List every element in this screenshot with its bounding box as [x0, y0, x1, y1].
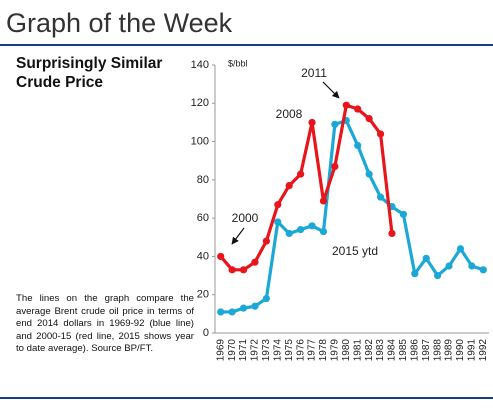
- x-tick-label: 1985: [398, 339, 409, 362]
- point: [376, 130, 385, 138]
- y-tick-label: 20: [197, 289, 209, 301]
- x-tick-label: 1974: [272, 339, 283, 362]
- arrow: [322, 81, 340, 99]
- point: [445, 262, 453, 270]
- point: [468, 262, 476, 270]
- x-tick-label: 1981: [352, 339, 363, 362]
- point: [319, 227, 328, 236]
- x-tick-label: 1980: [341, 339, 352, 362]
- y-tick-label: 40: [197, 250, 209, 262]
- y-tick-label: 60: [197, 212, 209, 224]
- annotation: 2000: [232, 211, 259, 225]
- y-tick-label: 140: [191, 59, 209, 71]
- x-tick-label: 1976: [295, 339, 306, 362]
- point: [319, 197, 328, 205]
- point: [285, 229, 293, 238]
- x-tick-label: 1982: [364, 339, 375, 362]
- annotation: 2008: [276, 107, 303, 121]
- point: [239, 304, 248, 312]
- point: [422, 254, 430, 262]
- x-tick-label: 1991: [467, 339, 478, 362]
- x-tick-label: 1978: [318, 339, 329, 362]
- annotation: 2011: [301, 66, 327, 80]
- x-tick-label: 1977: [307, 339, 318, 362]
- point: [365, 170, 373, 178]
- point: [388, 229, 396, 238]
- point: [342, 101, 350, 109]
- point: [308, 222, 316, 230]
- x-tick-label: 1988: [432, 339, 443, 362]
- point: [217, 252, 225, 261]
- point: [354, 141, 362, 149]
- point: [399, 210, 407, 218]
- x-tick-label: 1969: [215, 339, 226, 362]
- page-title: Graph of the Week: [6, 8, 233, 38]
- point: [331, 120, 339, 128]
- point: [239, 266, 248, 274]
- series-line: [219, 103, 394, 272]
- y-tick-label: 0: [203, 327, 209, 339]
- x-tick-label: 1984: [387, 339, 398, 362]
- point: [479, 266, 487, 274]
- point: [274, 201, 282, 209]
- point: [274, 218, 282, 226]
- point: [456, 245, 465, 253]
- point: [228, 308, 236, 316]
- annotation: 2015 ytd: [332, 244, 378, 258]
- point: [297, 170, 305, 178]
- chart-note: The lines on the graph compare the avera…: [16, 293, 194, 354]
- x-tick-label: 1970: [227, 339, 238, 362]
- x-tick-label: 1971: [238, 339, 249, 362]
- point: [251, 302, 259, 310]
- point: [365, 115, 373, 123]
- point: [331, 162, 339, 171]
- point: [285, 182, 293, 190]
- x-tick-label: 1989: [444, 339, 455, 362]
- point: [262, 237, 270, 245]
- point: [376, 193, 385, 201]
- x-tick-label: 1972: [250, 339, 261, 362]
- point: [297, 226, 305, 234]
- x-tick-label: 1990: [455, 339, 466, 362]
- x-tick-label: 1992: [478, 339, 489, 362]
- y-tick-label: 100: [191, 135, 209, 147]
- x-tick-label: 1983: [375, 339, 386, 362]
- x-tick-label: 1987: [421, 339, 432, 362]
- point: [217, 308, 225, 316]
- x-tick-label: 1986: [409, 339, 420, 362]
- x-tick-label: 1975: [284, 339, 295, 362]
- x-tick-label: 1979: [330, 339, 341, 362]
- point: [308, 118, 316, 127]
- y-tick-label: 120: [191, 97, 209, 109]
- series-line: [220, 118, 484, 314]
- point: [262, 294, 270, 303]
- point: [411, 270, 419, 278]
- point: [228, 266, 236, 274]
- arrow: [231, 227, 245, 245]
- point: [354, 105, 362, 113]
- point: [434, 271, 442, 280]
- point: [251, 258, 259, 266]
- x-tick-label: 1973: [261, 339, 272, 362]
- chart-title: Surprisingly Similar Crude Price: [16, 55, 163, 91]
- y-axis-label: $/bbl: [228, 58, 248, 68]
- y-tick-label: 80: [197, 174, 209, 186]
